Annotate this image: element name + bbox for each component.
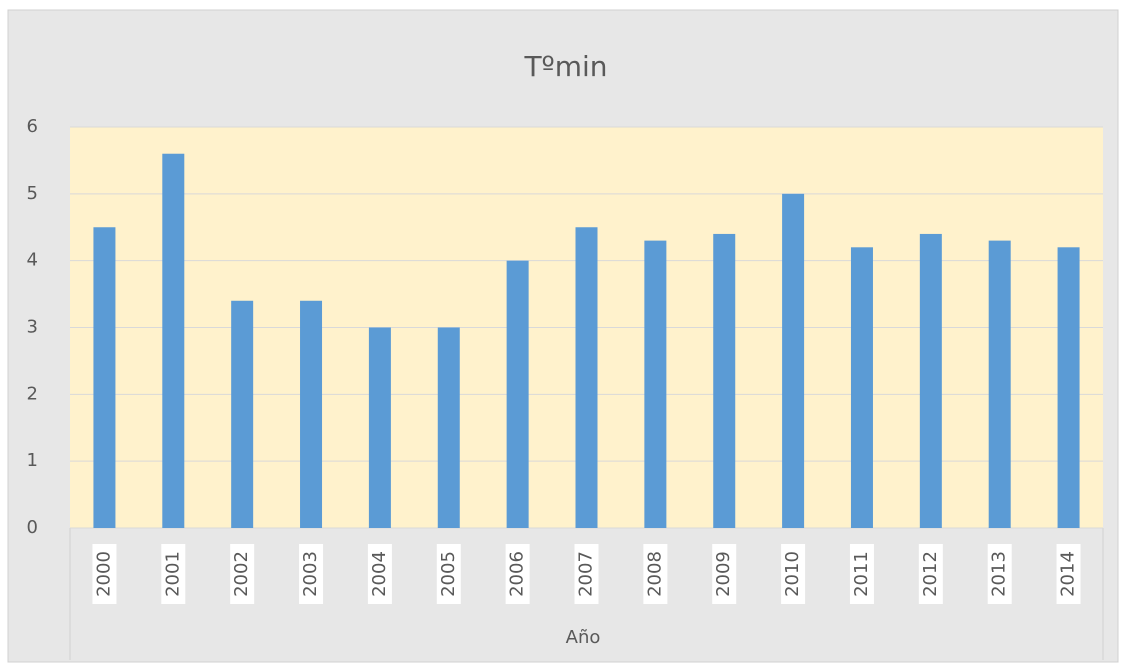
bar xyxy=(506,260,529,528)
x-tick-label: 2007 xyxy=(576,551,597,597)
bar xyxy=(368,327,391,528)
bar xyxy=(988,240,1011,528)
bar xyxy=(231,300,254,528)
x-tick-label: 2001 xyxy=(162,551,183,597)
x-tick-label: 2013 xyxy=(989,551,1010,597)
bar xyxy=(919,233,942,528)
x-tick-label-background xyxy=(643,544,668,604)
bar xyxy=(300,300,323,528)
y-tick-label: 3 xyxy=(27,317,38,338)
y-tick-label: 0 xyxy=(27,517,38,538)
x-tick-label: 2002 xyxy=(231,551,252,597)
x-tick-label: 2012 xyxy=(920,551,941,597)
bar xyxy=(162,153,185,528)
y-tick-label: 4 xyxy=(27,250,38,271)
x-tick-label-background xyxy=(230,544,255,604)
x-tick-label-background xyxy=(367,544,392,604)
x-tick-label-background xyxy=(712,544,737,604)
x-tick-label-background xyxy=(1056,544,1081,604)
bar xyxy=(713,233,736,528)
bar xyxy=(850,247,873,529)
x-tick-label: 2014 xyxy=(1058,551,1079,597)
x-tick-label-background xyxy=(161,544,186,604)
chart-title: Tºmin xyxy=(523,50,607,83)
x-tick-label-background xyxy=(436,544,461,604)
x-tick-label: 2003 xyxy=(300,551,321,597)
bar xyxy=(1057,247,1080,529)
x-tick-label: 2006 xyxy=(507,551,528,597)
bar xyxy=(782,193,805,529)
bar xyxy=(437,327,460,528)
x-tick-label-background xyxy=(781,544,806,604)
y-tick-label: 6 xyxy=(27,116,38,137)
x-tick-label-background xyxy=(849,544,874,604)
x-tick-label: 2010 xyxy=(782,551,803,597)
x-tick-label-background xyxy=(92,544,117,604)
x-tick-label: 2008 xyxy=(644,551,665,597)
bar xyxy=(93,227,116,528)
bar xyxy=(575,227,598,528)
x-tick-label-background xyxy=(574,544,599,604)
x-tick-label-background xyxy=(299,544,324,604)
x-tick-label: 2000 xyxy=(93,551,114,597)
y-tick-label: 2 xyxy=(27,383,38,404)
bar xyxy=(644,240,667,528)
x-tick-label-background xyxy=(918,544,943,604)
x-tick-label-background xyxy=(505,544,530,604)
x-axis-label: Año xyxy=(566,627,601,648)
x-tick-label: 2009 xyxy=(713,551,734,597)
x-tick-label: 2005 xyxy=(438,551,459,597)
y-tick-label: 1 xyxy=(27,450,38,471)
x-tick-label-background xyxy=(987,544,1012,604)
x-tick-label: 2004 xyxy=(369,551,390,597)
y-tick-label: 5 xyxy=(27,183,38,204)
x-tick-label: 2011 xyxy=(851,551,872,597)
